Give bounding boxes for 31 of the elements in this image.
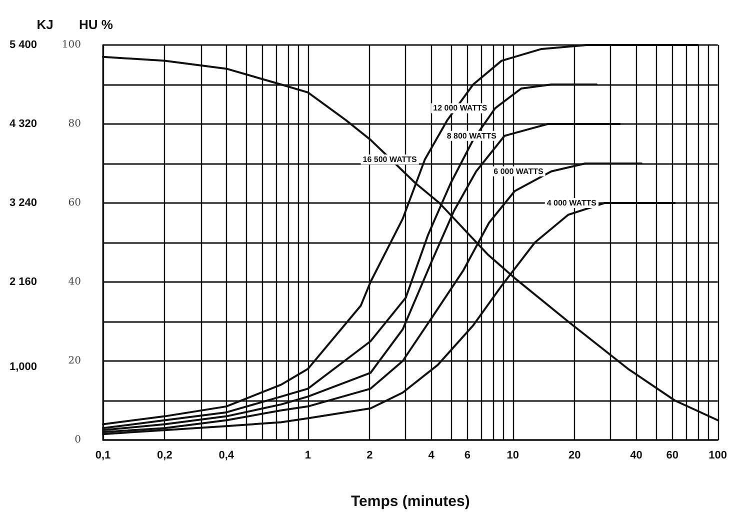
x-tick-label: 0,1	[95, 450, 111, 462]
y-tick-label: 60	[68, 198, 81, 208]
x-tick-label: 60	[666, 450, 678, 462]
x-tick-label: 0,2	[157, 450, 172, 462]
series-label: 12 000 WATTS	[433, 104, 488, 113]
x-tick-label: 0,4	[218, 450, 235, 462]
y2-tick-label: 4 320	[9, 118, 37, 130]
x-tick-label: 2	[366, 450, 373, 462]
y2-tick-label: 5 400	[9, 39, 37, 51]
y-tick-label: 100	[62, 40, 81, 50]
y-axis-title: HU %	[79, 17, 114, 32]
y-tick-label: 80	[68, 118, 81, 130]
y2-axis-title: KJ	[36, 17, 54, 32]
series-label: 8 800 WATTS	[446, 131, 498, 140]
x-tick-label: 10	[506, 450, 520, 462]
series-label: 16 500 WATTS	[362, 155, 418, 164]
series-label: 4 000 WATTS	[546, 198, 598, 208]
x-axis-title: Temps (minutes)	[350, 493, 470, 510]
y-tick-label: 40	[68, 276, 81, 288]
series-label: 6 000 WATTS	[494, 166, 544, 176]
y2-tick-label: 2 160	[9, 276, 37, 288]
x-tick-label: 20	[568, 450, 581, 462]
y2-tick-label: 3 240	[9, 197, 37, 209]
y2-tick-label: 1,000	[9, 360, 37, 373]
x-tick-label: 4	[428, 450, 436, 462]
x-tick-label: 6	[464, 450, 470, 462]
x-tick-label: 1	[304, 450, 312, 462]
y-tick-label: 0	[74, 434, 81, 446]
x-tick-label: 40	[630, 450, 642, 462]
x-tick-label: 100	[708, 450, 728, 462]
y-tick-label: 20	[68, 356, 81, 366]
